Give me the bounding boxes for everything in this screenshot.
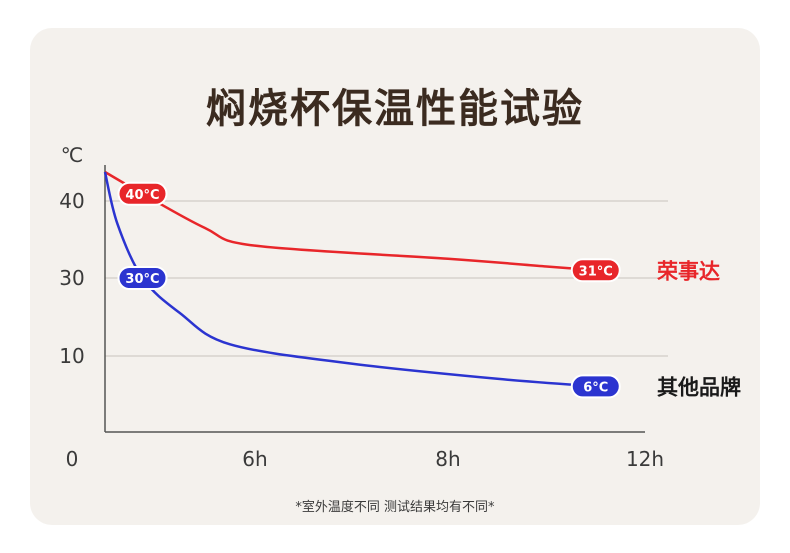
y-tick-label: 10 xyxy=(59,344,84,368)
series-name-label: 荣事达 xyxy=(656,259,720,283)
data-label: 40°C xyxy=(125,188,159,203)
y-tick-label: 40 xyxy=(59,189,84,213)
x-tick-label: 0 xyxy=(66,447,79,471)
footnote: *室外温度不同 测试结果均有不同* xyxy=(295,500,495,515)
x-tick-label: 12h xyxy=(626,447,664,471)
x-tick-label: 8h xyxy=(435,447,460,471)
data-label-badge xyxy=(570,258,621,283)
data-label: 31°C xyxy=(579,264,613,279)
data-label: 30°C xyxy=(125,272,159,287)
chart-title: 焖烧杯保温性能试验 xyxy=(206,86,584,132)
y-tick-label: 30 xyxy=(59,266,84,290)
data-label-badge xyxy=(117,266,168,290)
data-label: 6°C xyxy=(583,380,608,395)
x-tick-label: 6h xyxy=(242,447,267,471)
data-label-badge xyxy=(117,181,168,206)
series-name-label: 其他品牌 xyxy=(657,375,741,399)
series-line-1 xyxy=(103,171,596,388)
series-line-0 xyxy=(104,170,596,272)
data-label-badge xyxy=(570,374,621,399)
y-unit-label: ℃ xyxy=(61,143,83,167)
